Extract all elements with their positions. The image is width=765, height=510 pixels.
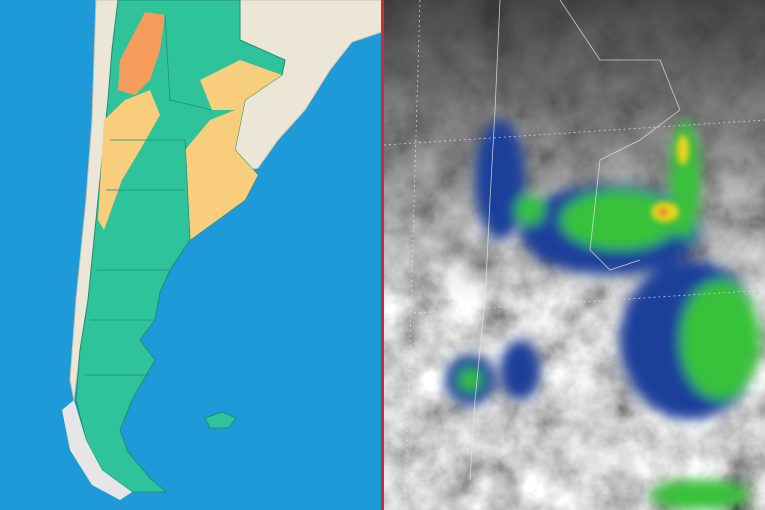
alert-yellow: [98, 90, 160, 230]
satellite-image: [384, 0, 765, 510]
storm-cores: [651, 135, 689, 222]
storm-cells: [445, 120, 760, 510]
alert-yellow: [200, 60, 282, 110]
neighbour-land: [69, 0, 383, 401]
islands: [204, 411, 237, 429]
province-borders: [84, 14, 213, 376]
alert-yellow: [185, 100, 258, 240]
alert-orange: [118, 12, 165, 95]
alert-map: [0, 0, 383, 510]
borders: [384, 0, 765, 510]
islands: [62, 400, 132, 500]
divider: [381, 0, 384, 510]
